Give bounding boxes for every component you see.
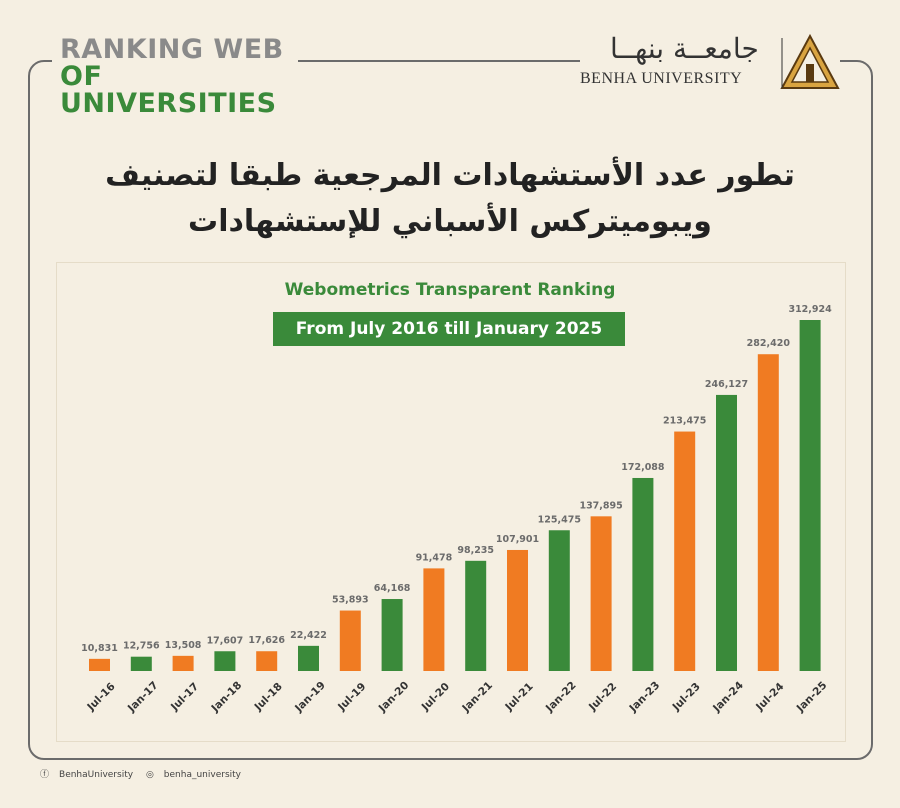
content-frame: [28, 60, 873, 760]
data-label-Jul-19: 53,893: [332, 595, 369, 606]
bar-Jul-19: [339, 610, 361, 671]
x-tick-Jan-24: Jan-24: [710, 679, 746, 715]
chart-title: Webometrics Transparent Ranking: [284, 280, 616, 300]
bar-Jul-21: [507, 549, 528, 671]
x-tick-Jul-16: Jul-16: [84, 681, 117, 714]
bar-Jan-22: [548, 530, 570, 671]
data-label-Jan-18: 17,607: [207, 635, 244, 646]
brand-line-2: OF UNIVERSITIES: [60, 61, 277, 119]
data-label-Jul-21: 107,901: [496, 534, 539, 545]
data-label-Jul-18: 17,626: [248, 635, 285, 646]
data-label-Jan-24: 246,127: [705, 379, 748, 390]
data-label-Jan-22: 125,475: [538, 514, 581, 525]
bar-Jul-16: [89, 658, 110, 671]
x-tick-Jan-21: Jan-21: [459, 679, 495, 715]
instagram-icon: ◎: [145, 770, 154, 780]
data-label-Jul-20: 91,478: [416, 552, 453, 563]
logo-arabic-text: جامعــة بنهــا: [610, 32, 759, 65]
bar-Jul-22: [590, 516, 612, 671]
x-tick-Jan-20: Jan-20: [376, 679, 412, 715]
bar-Jan-18: [214, 651, 236, 671]
bar-Jan-17: [130, 656, 152, 671]
x-tick-Jan-18: Jan-18: [209, 679, 245, 715]
bar-Jan-20: [381, 599, 403, 671]
x-tick-Jul-23: Jul-23: [670, 681, 703, 714]
x-tick-Jan-23: Jan-23: [627, 679, 663, 715]
data-label-Jul-22: 137,895: [579, 500, 622, 511]
x-tick-Jan-25: Jan-25: [794, 679, 830, 715]
data-label-Jul-16: 10,831: [81, 643, 118, 654]
bar-Jan-19: [298, 645, 319, 671]
x-tick-Jul-20: Jul-20: [419, 681, 452, 714]
bar-Jul-24: [757, 354, 779, 671]
data-label-Jul-24: 282,420: [747, 338, 791, 349]
x-tick-Jul-21: Jul-21: [502, 681, 535, 714]
brand-line-1: RANKING WEB: [60, 34, 284, 65]
plot-area: [56, 262, 846, 742]
bar-Jan-24: [716, 394, 737, 671]
x-tick-Jul-24: Jul-24: [753, 681, 786, 714]
bar-Jul-18: [256, 651, 278, 671]
data-label-Jan-25: 312,924: [788, 304, 832, 315]
data-label-Jul-23: 213,475: [663, 416, 706, 427]
x-tick-Jul-18: Jul-18: [252, 681, 285, 714]
arabic-title-line-1: تطور عدد الأستشهادات المرجعية طبقا لتصني…: [105, 158, 795, 193]
bar-Jul-23: [674, 431, 696, 671]
data-label-Jan-20: 64,168: [374, 583, 411, 594]
bar-Jan-21: [465, 560, 487, 671]
data-label-Jan-23: 172,088: [621, 462, 665, 473]
instagram-handle[interactable]: benha_university: [163, 770, 241, 780]
data-label-Jan-19: 22,422: [290, 630, 327, 641]
data-label-Jan-17: 12,756: [123, 641, 160, 652]
ranking-web-brand: RANKING WEB OF UNIVERSITIES: [52, 36, 298, 117]
x-tick-Jul-17: Jul-17: [168, 681, 201, 714]
data-label-Jan-21: 98,235: [457, 545, 494, 556]
bar-Jul-20: [423, 568, 445, 671]
chart-subtitle: From July 2016 till January 2025: [273, 312, 625, 346]
bar-Jan-23: [632, 477, 654, 671]
x-tick-Jan-17: Jan-17: [125, 679, 161, 715]
x-tick-Jan-22: Jan-22: [543, 679, 579, 715]
data-label-Jul-17: 13,508: [165, 640, 202, 651]
benha-university-logo: جامعــة بنهــا BENHA UNIVERSITY: [580, 30, 840, 90]
x-tick-Jul-22: Jul-22: [586, 681, 619, 714]
university-emblem-icon: [780, 34, 840, 89]
facebook-handle[interactable]: BenhaUniversity: [59, 770, 134, 780]
bar-Jul-17: [172, 655, 194, 671]
x-tick-Jan-19: Jan-19: [292, 679, 328, 715]
arabic-title-line-2: ويبوميتركس الأسباني للإستشهادات: [188, 204, 712, 239]
bar-Jan-25: [799, 320, 821, 671]
facebook-icon: ⓕ: [40, 770, 50, 780]
x-tick-Jul-19: Jul-19: [335, 681, 368, 714]
logo-english-text: BENHA UNIVERSITY: [580, 70, 743, 87]
footer: ⓕ BenhaUniversity ◎ benha_university: [40, 767, 251, 780]
